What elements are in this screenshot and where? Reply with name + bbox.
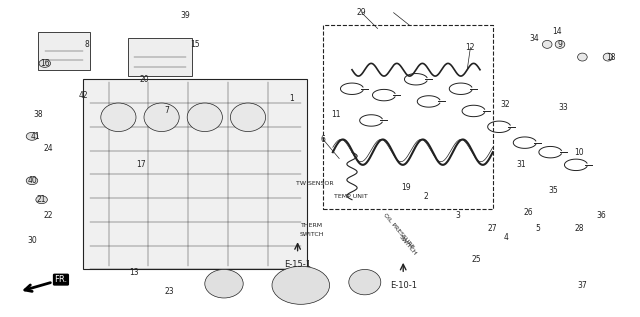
Text: 29: 29 — [356, 8, 367, 17]
Bar — [38, 32, 90, 70]
Text: 15: 15 — [190, 40, 200, 49]
Text: 20: 20 — [139, 75, 149, 84]
Bar — [128, 38, 192, 76]
Text: 7: 7 — [164, 107, 169, 115]
Text: 36: 36 — [596, 211, 607, 220]
Text: OIL PRESSURE: OIL PRESSURE — [382, 213, 414, 250]
Ellipse shape — [187, 103, 222, 132]
Ellipse shape — [26, 132, 38, 140]
Text: 18: 18 — [607, 53, 616, 61]
Text: E-10-1: E-10-1 — [390, 281, 417, 290]
Ellipse shape — [230, 103, 266, 132]
Text: 3: 3 — [455, 211, 460, 220]
Text: 17: 17 — [136, 160, 146, 169]
Text: E-15-1: E-15-1 — [284, 260, 311, 269]
Text: 37: 37 — [577, 281, 588, 290]
Text: 26: 26 — [523, 208, 533, 217]
Text: 27: 27 — [488, 224, 498, 233]
Ellipse shape — [604, 53, 613, 61]
Text: 25: 25 — [472, 256, 482, 264]
Text: FR.: FR. — [25, 275, 68, 291]
Ellipse shape — [144, 103, 179, 132]
Text: THERM: THERM — [301, 223, 323, 228]
Text: 13: 13 — [129, 268, 140, 277]
Text: 41: 41 — [30, 132, 40, 141]
Text: 42: 42 — [78, 91, 88, 100]
Bar — [83, 79, 307, 269]
Ellipse shape — [578, 53, 588, 61]
Text: 19: 19 — [401, 183, 412, 191]
Ellipse shape — [39, 60, 51, 68]
Text: 31: 31 — [516, 160, 527, 169]
Text: 34: 34 — [529, 34, 540, 42]
Text: 12: 12 — [466, 43, 475, 52]
Ellipse shape — [543, 41, 552, 48]
Text: 24: 24 — [43, 145, 53, 153]
Text: 16: 16 — [40, 59, 50, 68]
Text: 14: 14 — [552, 27, 562, 36]
Text: 38: 38 — [33, 110, 44, 119]
Text: SWITCH: SWITCH — [300, 232, 324, 237]
Text: 28: 28 — [575, 224, 584, 233]
Text: 11: 11 — [332, 110, 340, 119]
Text: 22: 22 — [44, 211, 52, 220]
Text: 1: 1 — [289, 94, 294, 103]
Text: TW SENSOR: TW SENSOR — [296, 181, 333, 186]
Text: 33: 33 — [558, 103, 568, 112]
Ellipse shape — [26, 177, 38, 184]
Text: SWITCH: SWITCH — [398, 235, 417, 257]
Text: 30: 30 — [27, 236, 37, 245]
Text: 23: 23 — [164, 287, 175, 296]
Ellipse shape — [272, 266, 330, 304]
Ellipse shape — [101, 103, 136, 132]
Text: 4: 4 — [503, 233, 508, 242]
Text: 35: 35 — [548, 186, 559, 195]
Ellipse shape — [349, 269, 381, 295]
Text: 5: 5 — [535, 224, 540, 233]
Text: TEMP UNIT: TEMP UNIT — [334, 194, 367, 199]
Text: 39: 39 — [180, 11, 191, 20]
Text: 9: 9 — [557, 40, 563, 49]
Text: 2: 2 — [423, 192, 428, 201]
Ellipse shape — [36, 196, 47, 204]
Text: 10: 10 — [574, 148, 584, 157]
Text: 32: 32 — [500, 100, 511, 109]
Text: 21: 21 — [37, 195, 46, 204]
Text: 6: 6 — [321, 135, 326, 144]
Text: 8: 8 — [84, 40, 89, 49]
Bar — [323, 25, 493, 209]
Ellipse shape — [556, 41, 564, 48]
Ellipse shape — [205, 269, 243, 298]
Text: 40: 40 — [27, 176, 37, 185]
